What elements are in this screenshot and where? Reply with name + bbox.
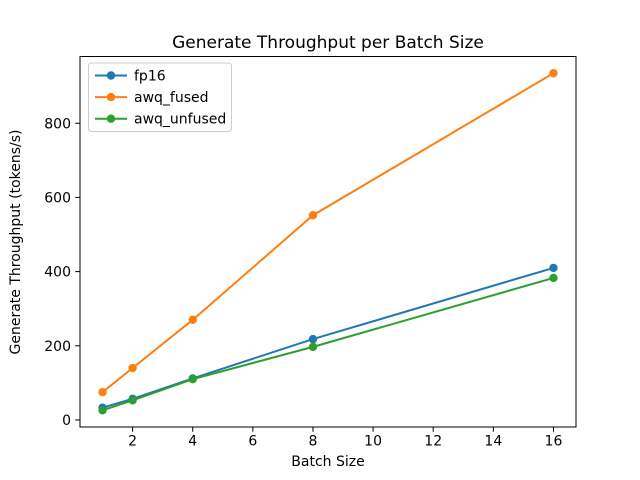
legend-marker-sample xyxy=(106,71,116,80)
legend: fp16 awq_fused awq_unfused xyxy=(88,62,232,132)
legend-entry: fp16 xyxy=(95,69,166,85)
legend-label: awq_unfused xyxy=(134,112,226,128)
series-awq_fused-marker xyxy=(308,211,318,220)
plot-area: 2 4 6 8 10 12 14 16 0 200 400 600 800 fp16 awq_fusedaw… xyxy=(44,56,577,450)
x-tick-label: 6 xyxy=(248,434,257,450)
legend-box xyxy=(88,62,232,132)
y-tick-label: 600 xyxy=(44,190,71,206)
series-awq_fused-marker xyxy=(549,68,558,78)
x-tick-label: 2 xyxy=(128,434,137,450)
x-tick-label: 8 xyxy=(309,434,318,450)
x-tick-label: 4 xyxy=(188,434,197,450)
x-axis-label: Batch Size xyxy=(291,454,364,470)
series-awq_fused-marker xyxy=(98,387,107,397)
y-tick-label: 0 xyxy=(62,413,71,429)
legend-marker-sample xyxy=(106,92,116,102)
series-fp16-marker xyxy=(549,263,558,273)
y-axis-label: Generate Throughput (tokens/s) xyxy=(8,130,24,355)
series-awq_fused-marker xyxy=(188,315,197,325)
series-awq_unfused-marker xyxy=(549,273,558,283)
x-tick-label: 14 xyxy=(484,434,502,450)
legend-entry: awq_fused xyxy=(95,90,209,106)
series-awq_unfused-marker xyxy=(188,374,197,384)
legend-label: awq_fused xyxy=(134,90,209,106)
legend-marker-sample xyxy=(106,114,116,123)
y-tick-label: 400 xyxy=(44,265,71,281)
series-awq_unfused-marker xyxy=(128,396,137,405)
x-tick-label: 10 xyxy=(364,434,382,450)
series-awq_unfused-marker xyxy=(98,406,107,415)
x-tick-label: 16 xyxy=(545,434,563,450)
y-tick-label: 200 xyxy=(44,339,71,355)
plot-border xyxy=(79,56,577,428)
x-tick-label: 12 xyxy=(424,434,442,450)
legend-entry: awq_unfused xyxy=(95,112,226,128)
series-fp16-marker xyxy=(308,334,318,344)
series-awq_unfused-line xyxy=(101,276,555,412)
y-tick-label: 800 xyxy=(44,116,71,132)
series-awq_unfused-marker xyxy=(308,342,318,352)
legend-label: fp16 xyxy=(134,69,166,85)
series-awq_fused-marker xyxy=(128,363,137,373)
chart-title: Generate Throughput per Batch Size xyxy=(172,33,484,53)
